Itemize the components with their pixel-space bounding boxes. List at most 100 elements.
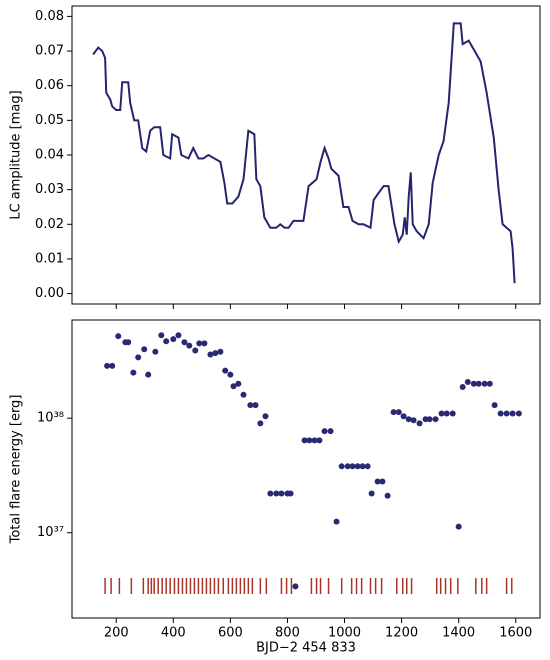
point (240, 391, 247, 398)
point (374, 478, 381, 485)
point (491, 402, 498, 409)
point (464, 378, 471, 385)
point (497, 410, 504, 417)
x-tick-label: 400 (161, 626, 186, 641)
point (395, 409, 402, 416)
point (217, 348, 224, 355)
point (475, 380, 482, 387)
point (247, 402, 254, 409)
point (158, 332, 165, 339)
point (503, 410, 510, 417)
point (262, 413, 269, 420)
point (354, 463, 361, 470)
point (333, 518, 340, 525)
point (301, 437, 308, 444)
y-axis-label: Total flare energy [erg] (9, 395, 24, 545)
point (443, 410, 450, 417)
point (257, 420, 264, 427)
y-tick-label: 0.04 (35, 148, 64, 163)
y-tick-label: 0.01 (35, 251, 64, 266)
plot-frame (71, 319, 541, 619)
point (145, 371, 152, 378)
point (181, 339, 188, 346)
point (222, 367, 229, 374)
y-tick-label: 10³⁸ (37, 411, 64, 426)
point (104, 362, 111, 369)
x-tick-label: 1200 (385, 626, 418, 641)
point (212, 350, 219, 357)
y-tick-label: 0.03 (35, 182, 64, 197)
y-tick-label: 10³⁷ (37, 525, 64, 540)
point (292, 583, 299, 590)
point (344, 463, 351, 470)
point (141, 346, 148, 353)
point (459, 384, 466, 391)
x-tick-label: 1400 (442, 626, 475, 641)
point (227, 371, 234, 378)
x-tick-label: 600 (218, 626, 243, 641)
point (481, 380, 488, 387)
point (109, 362, 116, 369)
point (438, 410, 445, 417)
lc-line (92, 22, 516, 284)
point (152, 348, 159, 355)
point (196, 340, 203, 347)
point (207, 351, 214, 358)
y-tick-label: 0.02 (35, 217, 64, 232)
point (400, 413, 407, 420)
y-tick-label: 0.06 (35, 78, 64, 93)
y-tick-label: 0.08 (35, 9, 64, 24)
point (426, 416, 433, 423)
point (267, 490, 274, 497)
point (125, 339, 132, 346)
point (349, 463, 356, 470)
plot-frame (71, 5, 541, 305)
point (115, 333, 122, 340)
point (470, 380, 477, 387)
point (449, 410, 456, 417)
y-tick-label: 0.05 (35, 113, 64, 128)
point (359, 463, 366, 470)
point (306, 437, 313, 444)
point (186, 342, 193, 349)
point (130, 369, 137, 376)
point (230, 383, 237, 390)
point (390, 409, 397, 416)
point (379, 478, 386, 485)
x-tick-label: 1000 (328, 626, 361, 641)
x-tick-label: 1600 (499, 626, 532, 641)
point (368, 490, 375, 497)
y-tick-label: 0.07 (35, 44, 64, 59)
point (287, 490, 294, 497)
point (175, 332, 182, 339)
y-tick-label: 0.00 (35, 286, 64, 301)
point (163, 338, 170, 345)
point (135, 354, 142, 361)
point (405, 416, 412, 423)
point (316, 437, 323, 444)
point (486, 380, 493, 387)
point (278, 490, 285, 497)
x-tick-label: 200 (104, 626, 129, 641)
point (515, 410, 522, 417)
point (273, 490, 280, 497)
point (455, 523, 462, 530)
point (364, 463, 371, 470)
point (432, 416, 439, 423)
x-axis-label: BJD−2 454 833 (256, 641, 356, 656)
point (311, 437, 318, 444)
point (321, 428, 328, 435)
point (170, 336, 177, 343)
point (201, 340, 208, 347)
point (252, 402, 259, 409)
point (235, 380, 242, 387)
point (416, 420, 423, 427)
point (192, 347, 199, 354)
y-axis-label: LC amplitude [mag] (9, 90, 24, 219)
point (384, 492, 391, 499)
point (410, 417, 417, 424)
point (338, 463, 345, 470)
x-tick-label: 800 (275, 626, 300, 641)
